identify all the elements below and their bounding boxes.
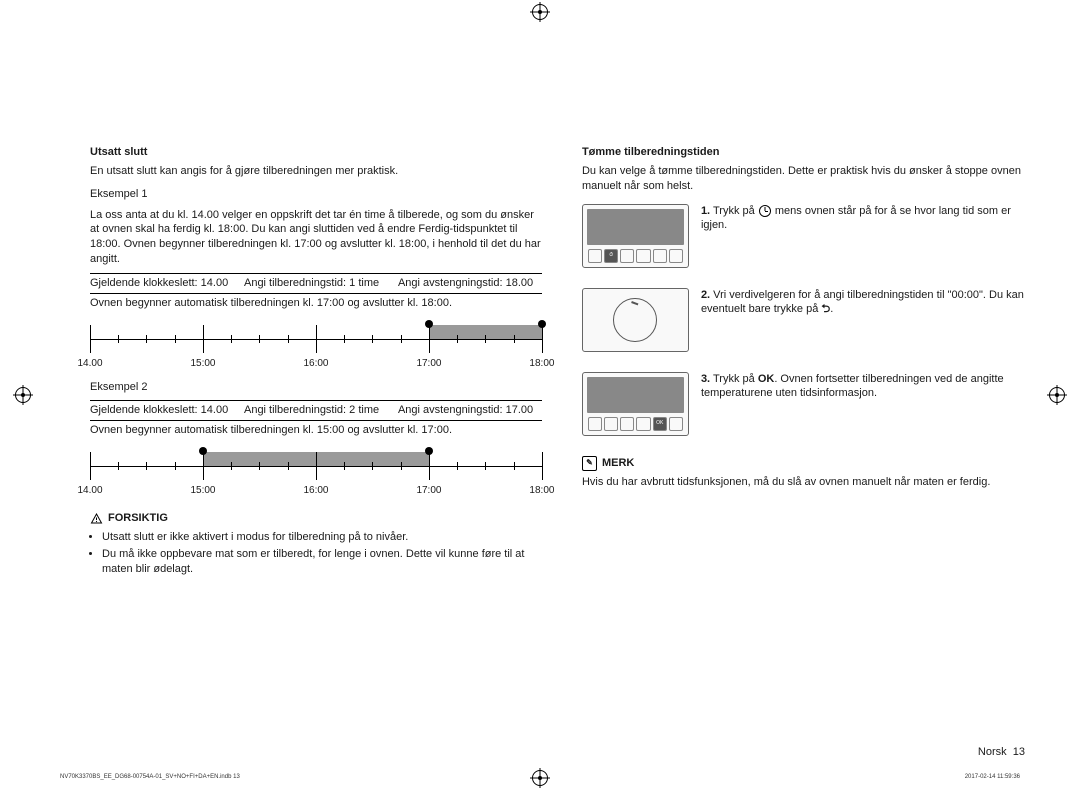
ex1-off-time: Angi avstengningstid: 18.00 <box>398 276 542 291</box>
ex2-current-time: Gjeldende klokkeslett: 14.00 <box>90 403 234 418</box>
note-label: MERK <box>602 456 634 471</box>
clock-button-icon: ⏱ <box>604 249 618 263</box>
page-footer: Norsk 13 <box>978 746 1025 758</box>
example1-params: Gjeldende klokkeslett: 14.00 Angi tilber… <box>90 276 542 291</box>
oven-panel-3: OK <box>582 372 689 436</box>
step-3: OK 3. Trykk på OK. Ovnen fortsetter tilb… <box>582 372 1025 436</box>
dial-icon <box>613 298 657 342</box>
caution-heading: FORSIKTIG <box>90 511 542 526</box>
ex1-current-time: Gjeldende klokkeslett: 14.00 <box>90 276 234 291</box>
caution-item: Du må ikke oppbevare mat som er tilbered… <box>102 547 542 577</box>
clock-icon <box>759 205 771 217</box>
note-text: Hvis du har avbrutt tidsfunksjonen, må d… <box>582 475 1025 490</box>
delayed-end-intro: En utsatt slutt kan angis for å gjøre ti… <box>90 164 542 179</box>
clear-time-heading: Tømme tilberedningstiden <box>582 145 1025 160</box>
ex1-cook-time: Angi tilberedningstid: 1 time <box>244 276 388 291</box>
step-2-text: 2. Vri verdivelgeren for å angi tilbered… <box>701 288 1025 352</box>
example1-summary: Ovnen begynner automatisk tilberedningen… <box>90 296 542 311</box>
oven-dial-panel <box>582 288 689 352</box>
print-footer: NV70K3370BS_EE_DG68-00754A-01_SV+NO+FI+D… <box>60 774 1020 780</box>
timeline-2: 14.0015:0016:0017:0018:00 <box>90 444 542 499</box>
step-1-text: 1. Trykk på mens ovnen står på for å se … <box>701 204 1025 268</box>
note-heading: ✎ MERK <box>582 456 1025 471</box>
delayed-end-heading: Utsatt slutt <box>90 145 542 160</box>
ex2-off-time: Angi avstengningstid: 17.00 <box>398 403 542 418</box>
left-column: Utsatt slutt En utsatt slutt kan angis f… <box>90 145 542 740</box>
step-3-text: 3. Trykk på OK. Ovnen fortsetter tilbere… <box>701 372 1025 436</box>
right-column: Tømme tilberedningstiden Du kan velge å … <box>582 145 1025 740</box>
caution-item: Utsatt slutt er ikke aktivert i modus fo… <box>102 530 542 545</box>
back-icon: ⮌ <box>821 302 830 317</box>
example2-params: Gjeldende klokkeslett: 14.00 Angi tilber… <box>90 403 542 418</box>
timeline-1: 14.0015:0016:0017:0018:00 <box>90 317 542 372</box>
caution-label: FORSIKTIG <box>108 511 168 526</box>
example1-title: Eksempel 1 <box>90 187 542 202</box>
ex2-cook-time: Angi tilberedningstid: 2 time <box>244 403 388 418</box>
step-2: 2. Vri verdivelgeren for å angi tilbered… <box>582 288 1025 352</box>
note-icon: ✎ <box>582 456 597 471</box>
example1-text: La oss anta at du kl. 14.00 velger en op… <box>90 208 542 267</box>
oven-panel-1: ⏱ <box>582 204 689 268</box>
step-1: ⏱ 1. Trykk på mens ovnen står på for å s… <box>582 204 1025 268</box>
ok-button-icon: OK <box>653 417 667 431</box>
warning-icon <box>90 513 103 525</box>
example2-title: Eksempel 2 <box>90 380 542 395</box>
example2-summary: Ovnen begynner automatisk tilberedningen… <box>90 423 542 438</box>
caution-list: Utsatt slutt er ikke aktivert i modus fo… <box>90 530 542 577</box>
clear-time-intro: Du kan velge å tømme tilberedningstiden.… <box>582 164 1025 194</box>
